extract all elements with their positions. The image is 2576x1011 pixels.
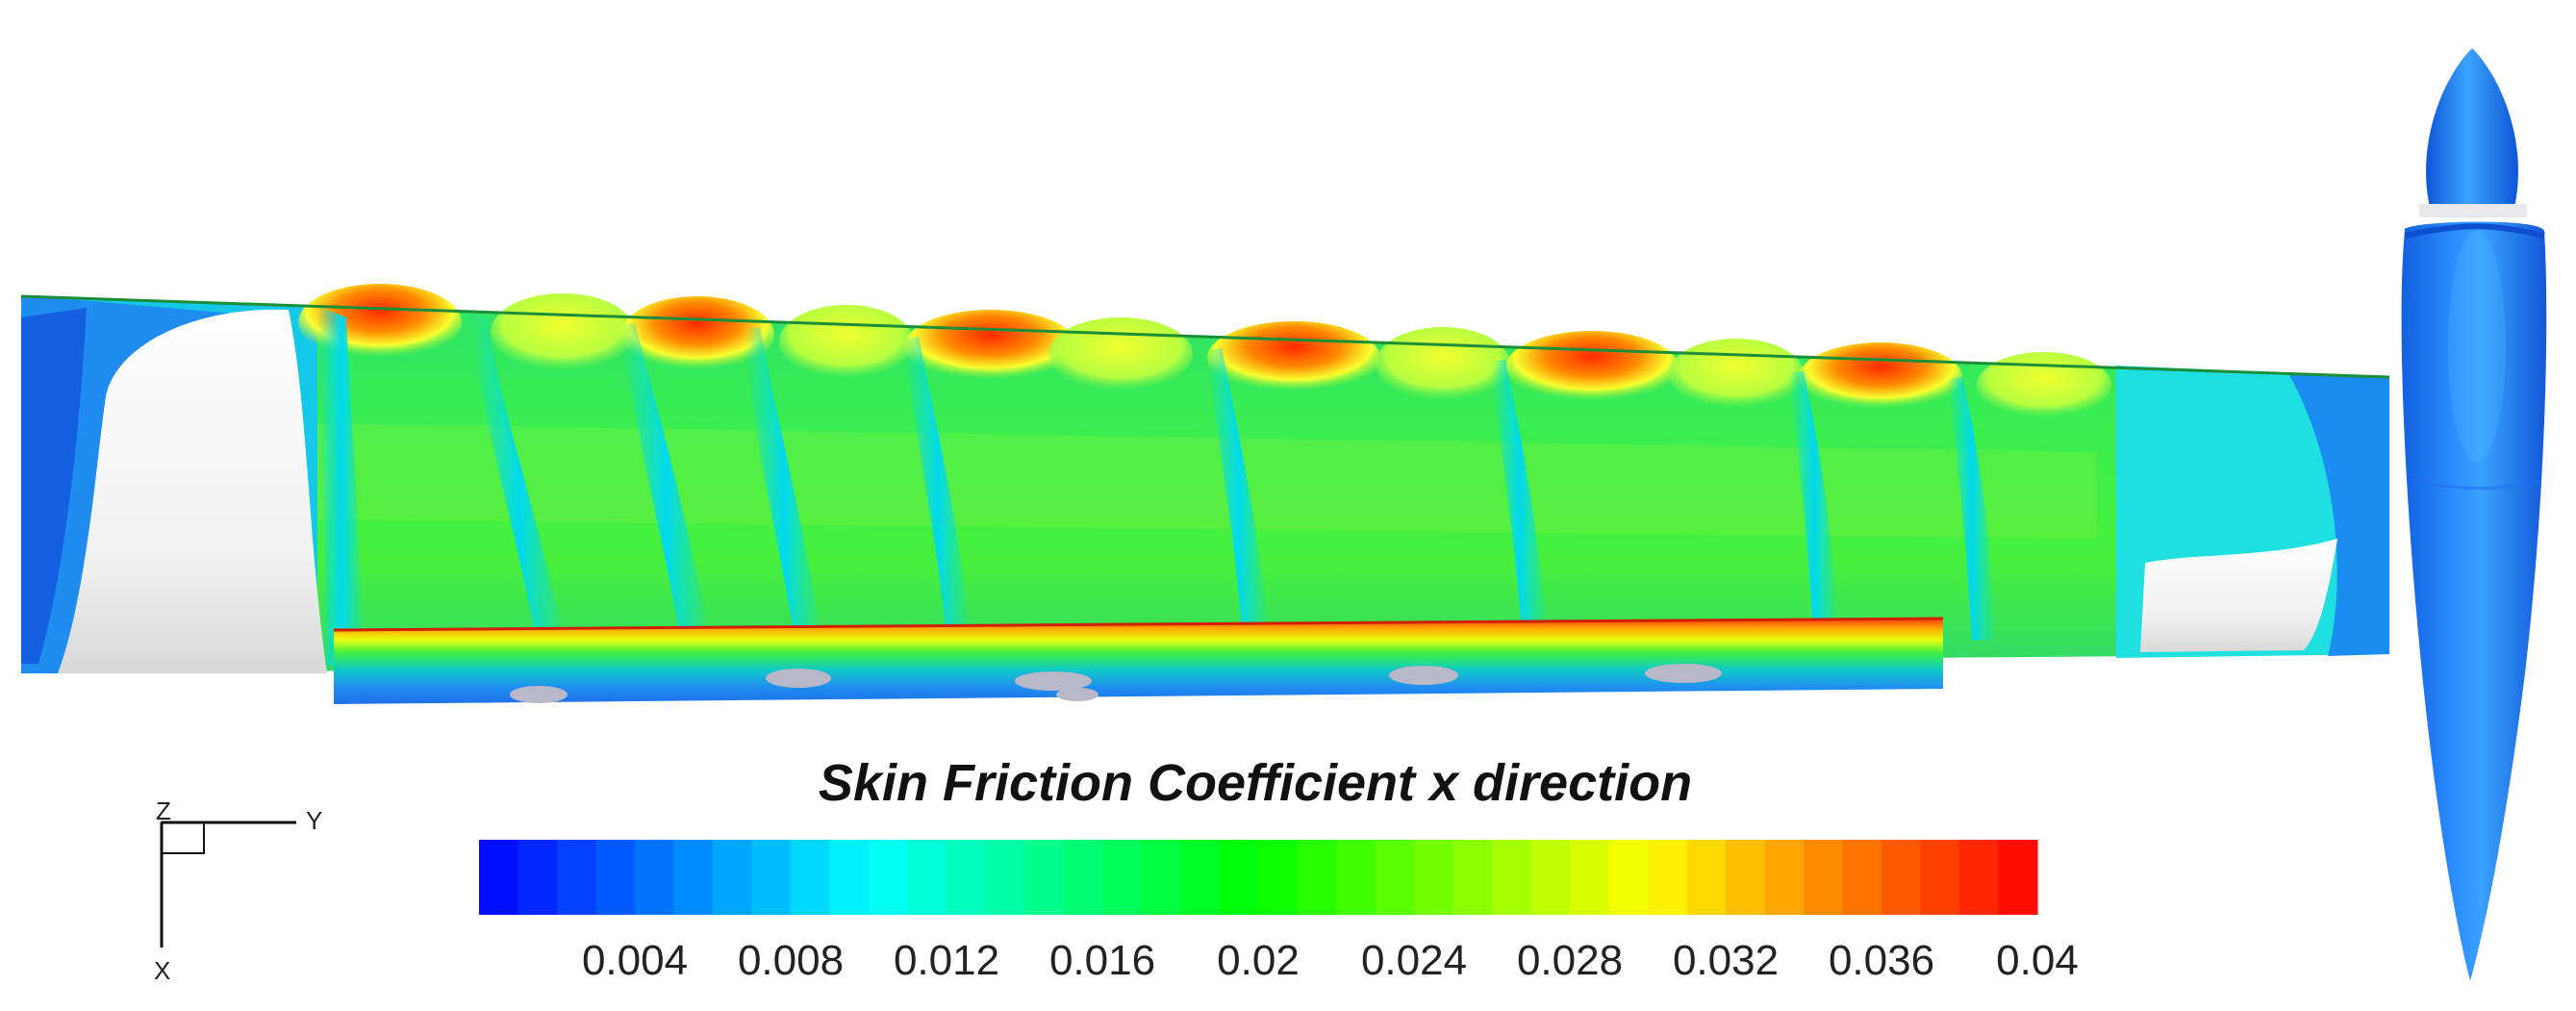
legend-color-band	[947, 840, 987, 915]
legend-color-band	[869, 840, 909, 915]
flap-surface	[333, 617, 1944, 704]
legend-title: Skin Friction Coefficient x direction	[819, 754, 1692, 812]
legend-color-band	[1686, 840, 1727, 915]
legend-tick-label: 0.004	[582, 937, 688, 984]
legend-color-band	[1219, 840, 1259, 915]
coordinate-triad: Z Y X	[154, 796, 322, 985]
legend-ticks: 0.004 0.008 0.012 0.016 0.02 0.024 0.028 0.032 0…	[582, 937, 2079, 984]
legend-color-band	[1920, 840, 1960, 915]
legend-color-band	[1297, 840, 1337, 915]
legend-tick-label: 0.028	[1517, 937, 1623, 984]
legend-color-bar	[479, 840, 2038, 915]
legend-color-band	[635, 840, 675, 915]
triad-z-label: Z	[156, 796, 171, 825]
legend-color-band	[1063, 840, 1103, 915]
legend-color-band	[518, 840, 558, 915]
legend-color-band	[1258, 840, 1299, 915]
legend-tick-label: 0.008	[738, 937, 844, 984]
legend-color-band	[1024, 840, 1065, 915]
legend-color-band	[1141, 840, 1181, 915]
legend-tick-label: 0.04	[1996, 937, 2079, 984]
separation-region-outboard	[2140, 539, 2337, 652]
legend-tick-label: 0.032	[1673, 937, 1779, 984]
legend-color-band	[1180, 840, 1221, 915]
legend-color-band	[557, 840, 597, 915]
legend-color-band	[1842, 840, 1882, 915]
legend-color-band	[1452, 840, 1493, 915]
legend-color-band	[829, 840, 870, 915]
legend-color-band	[1726, 840, 1766, 915]
legend-color-band	[1764, 840, 1805, 915]
legend-color-band	[1375, 840, 1415, 915]
legend-color-band	[907, 840, 947, 915]
legend-tick-label: 0.012	[894, 937, 999, 984]
legend-color-band	[985, 840, 1025, 915]
legend-color-band	[479, 840, 519, 915]
legend-tick-label: 0.02	[1217, 937, 1300, 984]
legend-tick-label: 0.024	[1361, 937, 1467, 984]
legend-color-band	[713, 840, 753, 915]
legend-color-band	[1492, 840, 1532, 915]
legend-color-band	[1998, 840, 2038, 915]
legend-color-band	[1959, 840, 2000, 915]
legend-tick-label: 0.016	[1049, 937, 1155, 984]
vortex-streaks	[317, 306, 1996, 666]
legend-color-band	[1648, 840, 1688, 915]
legend-color-band	[1881, 840, 1922, 915]
legend-color-band	[1530, 840, 1571, 915]
legend-color-band	[791, 840, 831, 915]
legend-tick-label: 0.036	[1829, 937, 1934, 984]
separation-region-inboard	[58, 309, 327, 673]
engine-nacelle	[2401, 48, 2547, 981]
propeller-spinner	[2426, 48, 2518, 212]
legend-color-band	[1414, 840, 1454, 915]
wing-surface	[20, 284, 2390, 673]
triad-x-label: X	[154, 956, 170, 985]
nacelle-body	[2401, 221, 2547, 981]
legend-color-band	[595, 840, 636, 915]
flap-base	[334, 619, 1943, 704]
legend-color-band	[1804, 840, 1844, 915]
legend-color-band	[1336, 840, 1376, 915]
legend-color-band	[1102, 840, 1143, 915]
legend-color-band	[673, 840, 714, 915]
triad-y-label: Y	[306, 806, 322, 835]
legend-color-band	[1570, 840, 1610, 915]
legend-color-band	[1608, 840, 1649, 915]
legend-color-band	[751, 840, 792, 915]
color-legend: Skin Friction Coefficient x direction 0.…	[479, 754, 2079, 984]
